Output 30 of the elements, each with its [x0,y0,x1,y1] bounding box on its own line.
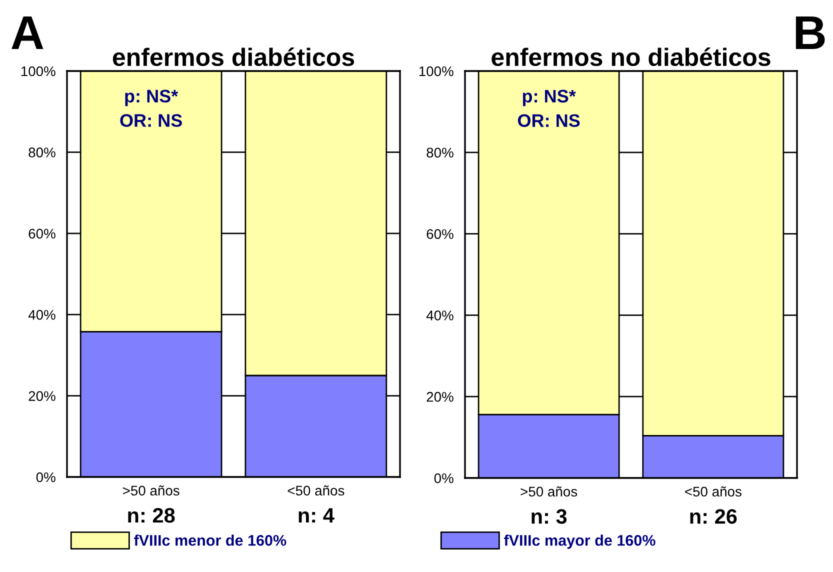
x-tick-label: >50 años [520,486,578,497]
chart-title: enfermos no diabéticos [492,47,770,66]
y-tick-label: 0% [434,473,454,484]
y-tick-label: 20% [28,391,56,401]
annotation: OR: NS [120,114,182,127]
y-tick-label: 100% [21,66,56,76]
legend-label: fVIIIc menor de 160% [134,534,286,546]
y-tick-label: 40% [426,310,454,320]
text: n: 3 [532,509,567,524]
y-tick-label: 60% [28,228,56,239]
y-tick-label: 80% [426,148,454,158]
annotation: p: NS* [522,90,576,106]
x-tick-label: <50 años [685,486,742,497]
y-tick-label: 40% [28,310,56,320]
y-tick-label: 0% [36,472,56,482]
y-tick-label: 100% [419,66,454,76]
legend-label: fVIIIc mayor de 160% [504,534,656,549]
x-tick-label: >50 años [122,485,180,496]
y-tick-label: 20% [426,392,454,402]
text: n: 28 [128,508,175,523]
x-tick-label: <50 años [288,485,344,496]
text: n: 26 [690,509,737,524]
text: B [796,16,825,49]
y-tick-label: 80% [28,148,56,158]
text: n: 4 [298,508,334,523]
annotation: p: NS* [125,90,178,106]
annotation: OR: NS [518,114,580,127]
chart-title: enfermos diabéticos [112,47,354,66]
text: A [12,16,44,50]
y-tick-label: 60% [426,229,454,239]
